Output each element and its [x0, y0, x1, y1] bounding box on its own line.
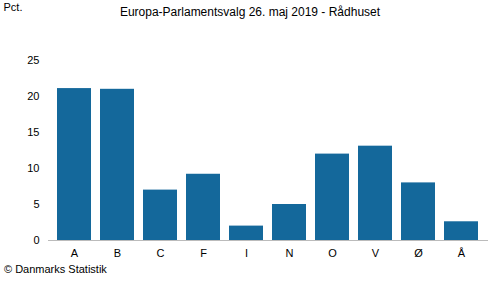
svg-text:20: 20 [27, 90, 39, 102]
svg-text:5: 5 [33, 198, 39, 210]
svg-text:Å: Å [458, 247, 466, 259]
svg-text:O: O [328, 247, 337, 259]
svg-text:Ø: Ø [414, 247, 423, 259]
svg-text:Pct.: Pct. [4, 1, 23, 13]
html-text:© Danmarks Statistik: © Danmarks Statistik [4, 263, 107, 275]
svg-text:0: 0 [33, 234, 39, 246]
svg-text:I: I [245, 247, 248, 259]
svg-text:25: 25 [27, 54, 39, 66]
svg-text:10: 10 [27, 162, 39, 174]
svg-text:B: B [114, 247, 121, 259]
svg-text:15: 15 [27, 126, 39, 138]
svg-text:N: N [286, 247, 294, 259]
svg-text:A: A [71, 247, 79, 259]
svg-text:C: C [157, 247, 165, 259]
html-text:Europa-Parlamentsvalg 26. maj: Europa-Parlamentsvalg 26. maj 2019 - Råd… [119, 5, 381, 19]
svg-text:F: F [200, 247, 207, 259]
svg-text:V: V [372, 247, 380, 259]
